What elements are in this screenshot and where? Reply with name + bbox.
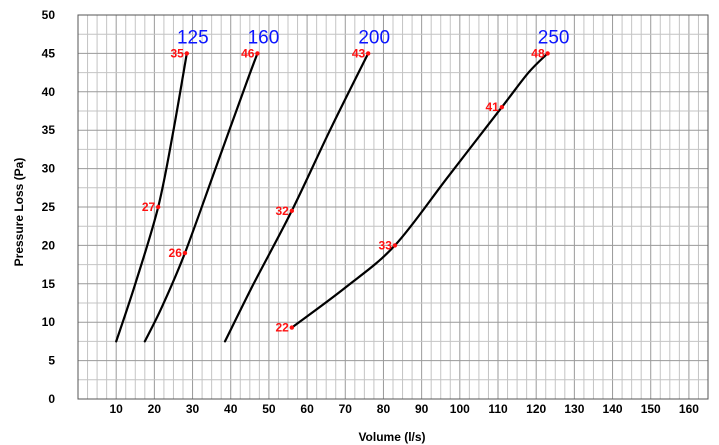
data-point-label: 27 (142, 200, 156, 214)
data-point-label: 43 (352, 46, 366, 60)
x-tick-label: 80 (377, 402, 391, 416)
y-tick-label: 20 (42, 238, 56, 252)
data-points: 27 35 26 46 32 43 22 33 41 48 (142, 46, 550, 335)
x-tick-label: 20 (148, 402, 162, 416)
data-point-marker (499, 104, 505, 110)
y-tick-label: 50 (42, 8, 56, 22)
data-point-label: 48 (531, 46, 545, 60)
x-tick-label: 30 (186, 402, 200, 416)
x-tick-label: 110 (488, 402, 508, 416)
plot-frame (77, 14, 709, 400)
x-tick-label: 100 (450, 402, 470, 416)
series-labels: 125 160 200 250 (177, 27, 570, 48)
y-tick-label: 0 (48, 392, 55, 406)
x-tick-label: 120 (526, 402, 546, 416)
series-curve-160 (143, 52, 259, 343)
data-point-label: 32 (275, 204, 289, 218)
y-tick-label: 40 (42, 85, 56, 99)
y-tick-label: 35 (42, 123, 56, 137)
series-label-200: 200 (358, 27, 390, 48)
data-point-label: 26 (169, 246, 183, 260)
series-label-250: 250 (538, 27, 570, 48)
y-axis-title: Pressure Loss (Pa) (12, 158, 26, 267)
data-point-label: 46 (241, 46, 255, 60)
y-axis-ticks: 0 5 10 15 20 25 30 35 40 45 50 (42, 8, 56, 406)
data-point-marker (184, 51, 190, 56)
data-point-label: 35 (170, 46, 184, 60)
series-label-125: 125 (177, 27, 209, 48)
x-tick-label: 90 (415, 402, 429, 416)
grid (77, 14, 709, 400)
x-axis-title: Volume (l/s) (358, 430, 425, 444)
y-tick-label: 45 (42, 46, 56, 60)
data-point-label: 33 (379, 238, 393, 252)
series-curve-250 (290, 52, 549, 329)
y-tick-label: 30 (42, 162, 56, 176)
data-point-label: 41 (485, 100, 499, 114)
x-tick-label: 140 (603, 402, 623, 416)
data-point-marker (155, 204, 161, 210)
x-tick-label: 70 (339, 402, 353, 416)
y-tick-label: 15 (42, 277, 56, 291)
x-tick-label: 150 (641, 402, 661, 416)
data-point-label: 22 (275, 321, 289, 335)
y-tick-label: 5 (48, 354, 55, 368)
data-point-marker (545, 51, 550, 56)
x-tick-label: 40 (224, 402, 238, 416)
series-label-160: 160 (248, 27, 280, 48)
x-tick-label: 60 (300, 402, 314, 416)
x-tick-label: 160 (679, 402, 699, 416)
y-tick-label: 10 (42, 315, 56, 329)
x-tick-label: 50 (262, 402, 276, 416)
data-point-marker (289, 208, 295, 214)
data-point-marker (365, 51, 371, 56)
data-point-marker (392, 243, 398, 248)
x-tick-label: 10 (110, 402, 124, 416)
data-point-marker (289, 325, 295, 330)
data-point-marker (255, 51, 260, 56)
x-axis-ticks: 10 20 30 40 50 60 70 80 90 100 110 120 130 140 150 160 (110, 402, 700, 416)
data-point-marker (182, 250, 188, 256)
y-tick-label: 25 (42, 200, 56, 214)
x-tick-label: 130 (564, 402, 584, 416)
